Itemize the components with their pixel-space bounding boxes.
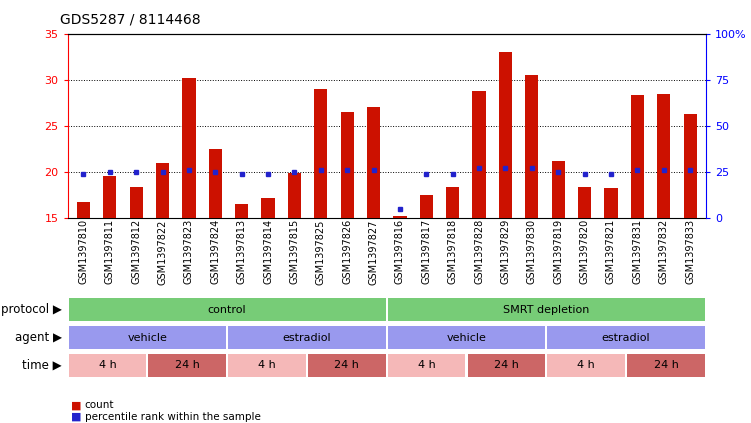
Bar [388, 354, 466, 377]
Text: vehicle: vehicle [128, 332, 167, 343]
Text: 4 h: 4 h [258, 360, 276, 371]
Text: percentile rank within the sample: percentile rank within the sample [85, 412, 261, 422]
Bar [499, 52, 512, 218]
Bar [149, 354, 226, 377]
Bar [525, 75, 538, 218]
Bar [631, 96, 644, 218]
Bar [468, 354, 545, 377]
Text: estradiol: estradiol [282, 332, 331, 343]
Text: 24 h: 24 h [175, 360, 200, 371]
Text: vehicle: vehicle [447, 332, 487, 343]
Bar [657, 93, 671, 218]
Text: agent ▶: agent ▶ [14, 331, 62, 344]
Bar [308, 354, 386, 377]
Text: 24 h: 24 h [334, 360, 359, 371]
Bar [314, 89, 327, 218]
Bar [228, 354, 306, 377]
Bar [77, 202, 90, 218]
Text: protocol ▶: protocol ▶ [1, 303, 62, 316]
Bar [547, 354, 625, 377]
Text: SMRT depletion: SMRT depletion [503, 305, 590, 315]
Text: 24 h: 24 h [494, 360, 519, 371]
Text: count: count [85, 400, 114, 410]
Bar [261, 198, 275, 218]
Text: control: control [208, 305, 246, 315]
Bar [341, 112, 354, 218]
Text: GDS5287 / 8114468: GDS5287 / 8114468 [60, 13, 201, 27]
Bar [209, 149, 222, 218]
Text: 4 h: 4 h [418, 360, 436, 371]
Bar [68, 326, 226, 349]
Bar [68, 298, 386, 321]
Text: ■: ■ [71, 412, 82, 422]
Bar [683, 114, 697, 218]
Bar [394, 216, 406, 218]
Bar [420, 195, 433, 218]
Text: estradiol: estradiol [602, 332, 650, 343]
Bar [288, 173, 301, 218]
Bar [547, 326, 705, 349]
Text: 24 h: 24 h [653, 360, 678, 371]
Text: 4 h: 4 h [578, 360, 595, 371]
Bar [182, 78, 195, 218]
Bar [388, 326, 545, 349]
Bar [228, 326, 386, 349]
Bar [156, 163, 169, 218]
Bar [552, 161, 565, 218]
Bar [446, 187, 460, 218]
Bar [130, 187, 143, 218]
Bar [367, 107, 380, 218]
Text: time ▶: time ▶ [22, 359, 62, 372]
Bar [388, 298, 705, 321]
Bar [605, 188, 617, 218]
Bar [578, 187, 591, 218]
Bar [472, 91, 486, 218]
Text: 4 h: 4 h [98, 360, 116, 371]
Bar [68, 354, 146, 377]
Text: ■: ■ [71, 400, 82, 410]
Bar [103, 176, 116, 218]
Bar [235, 204, 249, 218]
Bar [627, 354, 705, 377]
